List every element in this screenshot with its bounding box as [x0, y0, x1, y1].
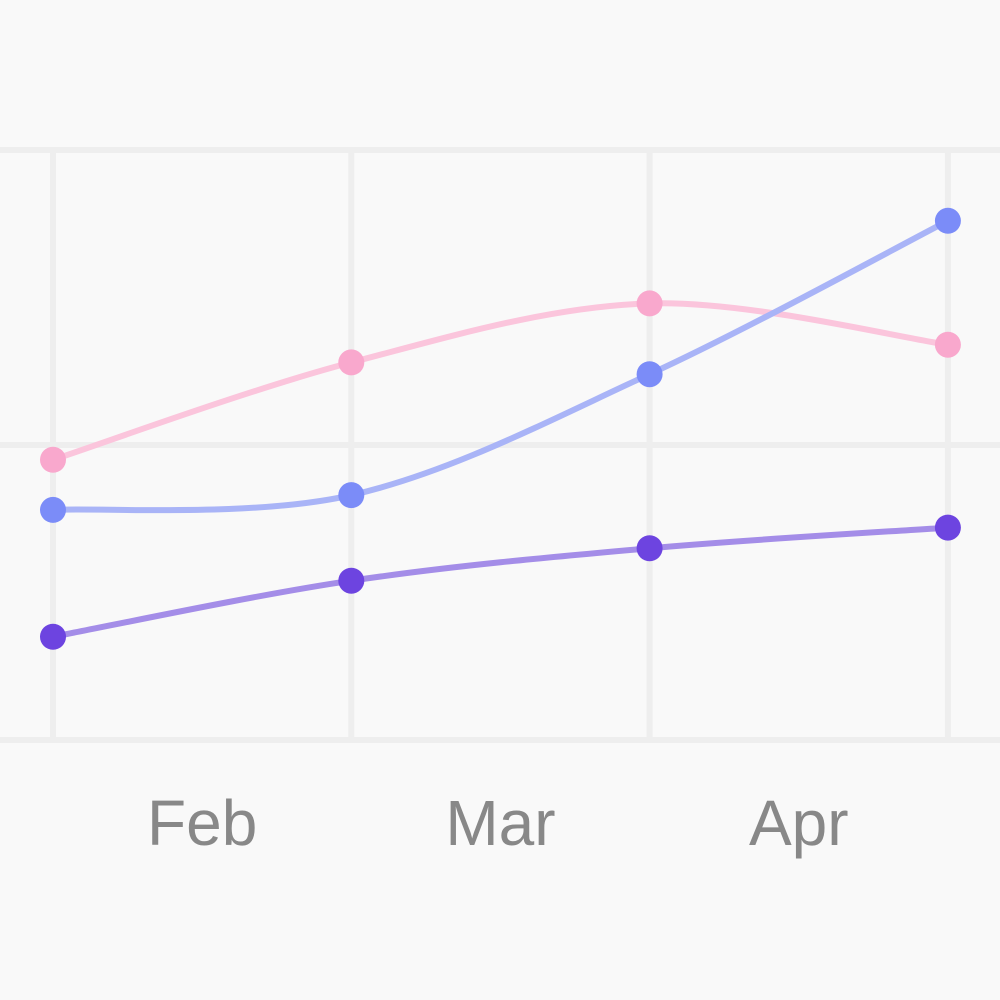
data-point — [40, 496, 66, 523]
x-tick-label: Feb — [147, 787, 257, 859]
x-tick-label: Mar — [445, 787, 555, 859]
data-point — [636, 535, 663, 562]
series-line — [50, 300, 951, 463]
data-point — [934, 331, 961, 358]
x-tick-label: Apr — [749, 787, 849, 859]
series-line — [50, 524, 951, 640]
data-point — [934, 514, 961, 541]
data-point — [338, 567, 365, 594]
data-point — [40, 623, 66, 650]
data-point — [338, 349, 365, 376]
series-line — [50, 217, 951, 514]
data-point — [40, 446, 66, 473]
data-point — [338, 482, 365, 509]
data-point — [636, 290, 663, 317]
data-point — [636, 361, 663, 388]
data-point — [934, 207, 961, 234]
